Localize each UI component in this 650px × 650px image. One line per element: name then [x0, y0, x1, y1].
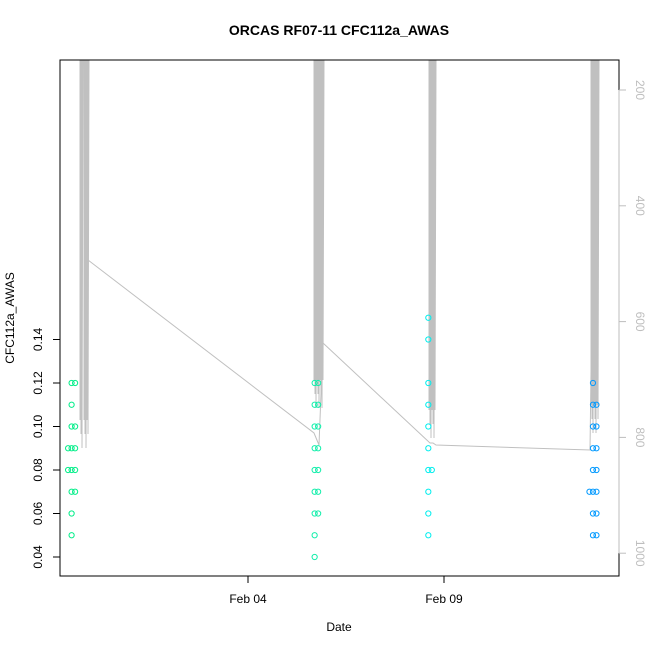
x-axis: Feb 04 Feb 09 [229, 575, 463, 606]
data-point [311, 488, 318, 495]
y-tick-label: 0.14 [31, 327, 45, 351]
data-point [315, 510, 322, 517]
data-point [425, 336, 432, 343]
data-point [315, 379, 322, 387]
data-point [68, 401, 75, 408]
data-point [65, 445, 72, 452]
data-point [68, 379, 75, 387]
data-point [311, 553, 318, 561]
right-tick-label: 400 [633, 196, 647, 216]
data-point [311, 532, 318, 539]
data-point [311, 423, 318, 430]
data-point [593, 423, 600, 430]
y-tick-label: 0.04 [31, 545, 45, 569]
data-point [589, 532, 597, 539]
flight-track-line [322, 59, 325, 381]
right-tick-label: 1000 [633, 540, 647, 567]
data-point [589, 423, 597, 430]
data-point [311, 466, 318, 474]
y-tick-label: 0.08 [31, 458, 45, 482]
data-point [315, 488, 322, 495]
data-point [589, 488, 597, 495]
flight-track-line [87, 59, 90, 435]
data-point [589, 466, 597, 474]
data-point [65, 466, 72, 474]
data-points [65, 314, 600, 561]
data-point [72, 466, 79, 474]
data-point [589, 379, 597, 387]
data-point [311, 445, 318, 452]
data-point [593, 488, 600, 495]
plot-frame [59, 59, 620, 577]
data-point [68, 466, 75, 474]
x-axis-label: Date [326, 620, 352, 634]
data-point [425, 379, 432, 387]
data-point [68, 532, 75, 539]
y-tick-label: 0.10 [31, 414, 45, 438]
y-tick-label: 0.06 [31, 501, 45, 525]
data-point [589, 510, 597, 517]
right-tick-label: 800 [633, 427, 647, 447]
data-point [315, 445, 322, 452]
data-point [425, 401, 432, 408]
right-axis: 200 400 600 800 1000 [618, 80, 647, 567]
data-point [593, 510, 600, 517]
data-point [315, 401, 322, 408]
flight-altitude-lines [79, 59, 600, 451]
data-point [589, 401, 597, 408]
data-point [428, 466, 435, 474]
data-point [68, 488, 75, 495]
data-point [425, 488, 432, 495]
data-point [425, 445, 432, 452]
data-point [311, 379, 318, 387]
x-tick-label: Feb 09 [425, 592, 463, 606]
transit-line [87, 59, 596, 451]
data-point [68, 423, 75, 430]
y-axis-label: CFC112a_AWAS [3, 272, 17, 364]
data-point [593, 401, 600, 408]
flight-track-line [597, 59, 600, 420]
flight-track-line [81, 59, 84, 449]
data-point [72, 423, 79, 430]
data-point [68, 510, 75, 517]
data-point [593, 466, 600, 474]
data-point [315, 423, 322, 430]
right-tick-label: 600 [633, 312, 647, 332]
data-point [586, 488, 593, 495]
x-tick-label: Feb 04 [229, 592, 267, 606]
data-point [425, 510, 432, 517]
flight-track-line [434, 59, 437, 411]
data-point [425, 314, 432, 321]
y-axis: 0.04 0.06 0.08 0.10 0.12 0.14 [31, 327, 61, 569]
data-point [593, 445, 600, 452]
data-point [311, 401, 318, 408]
data-point [72, 379, 79, 387]
data-point [589, 445, 597, 452]
data-point [72, 488, 79, 495]
data-point [72, 445, 79, 452]
data-point [593, 532, 600, 539]
chart-title: ORCAS RF07-11 CFC112a_AWAS [229, 22, 449, 38]
data-point [425, 466, 432, 474]
data-point [425, 532, 432, 539]
y-tick-label: 0.12 [31, 371, 45, 395]
data-point [68, 445, 75, 452]
data-point [311, 510, 318, 517]
data-point [425, 423, 432, 430]
data-point [315, 466, 322, 474]
right-tick-label: 200 [633, 80, 647, 100]
